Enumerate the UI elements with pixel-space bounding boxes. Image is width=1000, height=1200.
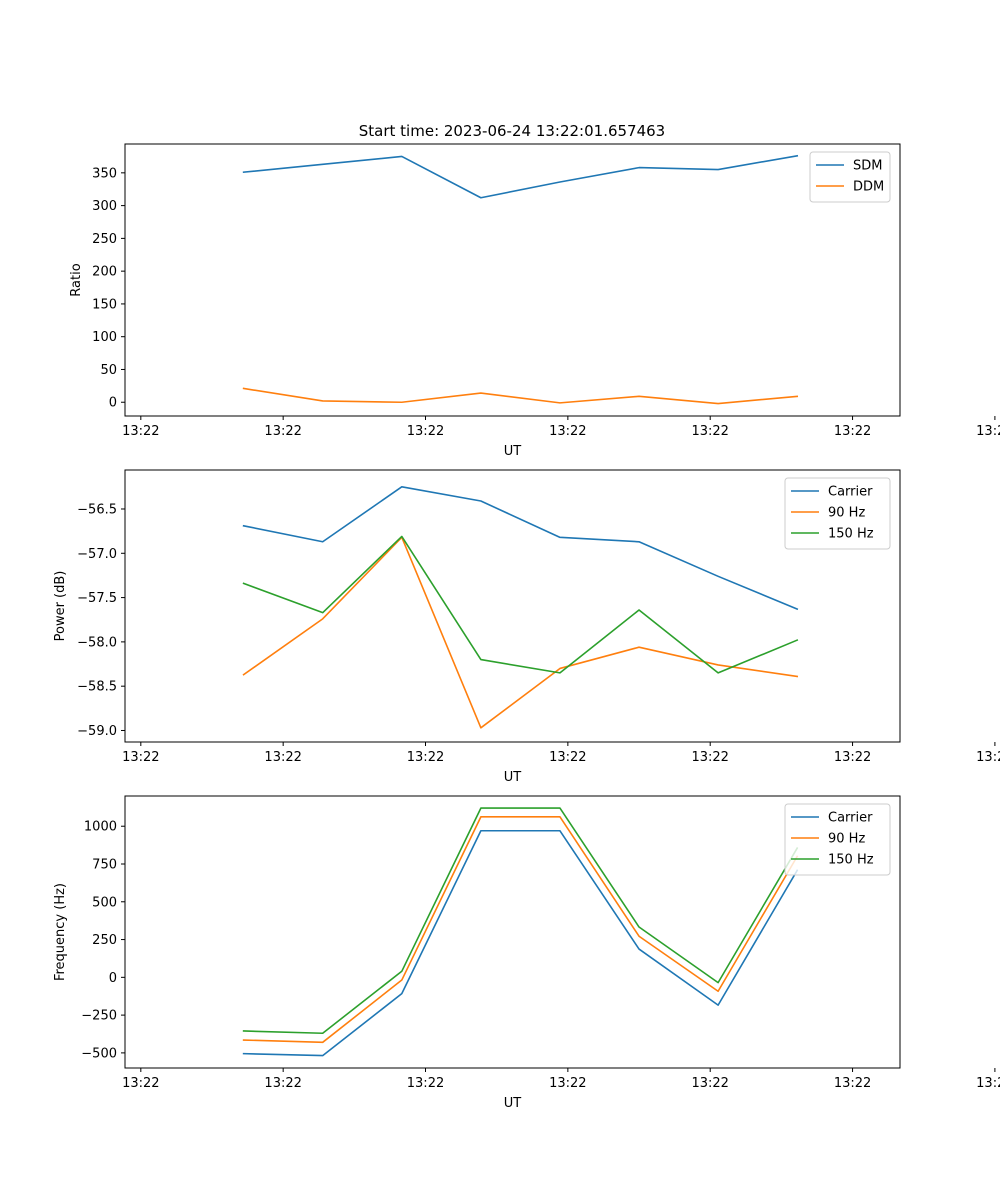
y-tick-label: 50 — [100, 363, 117, 378]
y-tick-label: 0 — [109, 971, 117, 986]
x-tick-label: 13:23 — [976, 424, 1000, 439]
axes-frame — [124, 469, 901, 743]
legend-entry-label: Carrier — [828, 811, 873, 826]
x-tick-label: 13:22 — [549, 1076, 586, 1091]
legend-entry-label: 90 Hz — [828, 506, 865, 521]
y-tick-label: 250 — [92, 933, 117, 948]
x-tick-label: 13:22 — [691, 1076, 728, 1091]
x-axis-label: UT — [504, 770, 522, 785]
legend-box — [784, 803, 891, 876]
x-tick-label: 13:22 — [122, 1076, 159, 1091]
x-tick-label: 13:22 — [691, 424, 728, 439]
y-tick-label: −59.0 — [77, 724, 117, 739]
x-tick-label: 13:22 — [834, 424, 871, 439]
series-line-ddm — [242, 387, 799, 405]
y-tick-label: 250 — [92, 232, 117, 247]
x-tick-label: 13:22 — [834, 750, 871, 765]
y-axis-label: Power (dB) — [53, 571, 68, 642]
legend-entry-label: 90 Hz — [828, 832, 865, 847]
y-tick-label: −250 — [81, 1009, 117, 1024]
legend-entry-label: 150 Hz — [828, 527, 874, 542]
x-tick-label: 13:22 — [264, 424, 301, 439]
x-tick-label: 13:22 — [264, 1076, 301, 1091]
series-line-carrier — [242, 829, 799, 1057]
legend: Carrier 90 Hz 150 Hz — [784, 803, 891, 876]
ratio-axes: 13:22 13:22 13:22 13:22 13:22 13:22 13:23 0 50 10… — [69, 143, 1000, 459]
x-tick-label: 13:22 — [407, 1076, 444, 1091]
series-line-150-hz — [242, 535, 799, 674]
legend-entry-label: SDM — [853, 159, 882, 174]
x-axis-label: UT — [504, 1096, 522, 1111]
y-tick-label: 100 — [92, 330, 117, 345]
axes-frame — [124, 795, 901, 1069]
x-tick-label: 13:22 — [407, 424, 444, 439]
x-tick-label: 13:23 — [976, 1076, 1000, 1091]
legend: SDM DDM — [809, 151, 891, 203]
legend-entry-label: 150 Hz — [828, 853, 874, 868]
x-tick-label: 13:22 — [549, 750, 586, 765]
series-line-carrier — [242, 486, 799, 611]
x-tick-label: 13:23 — [976, 750, 1000, 765]
y-tick-label: 500 — [92, 895, 117, 910]
x-tick-label: 13:22 — [122, 750, 159, 765]
y-tick-label: −58.5 — [77, 680, 117, 695]
legend: Carrier 90 Hz 150 Hz — [784, 477, 891, 550]
y-tick-label: −57.5 — [77, 591, 117, 606]
y-tick-label: 0 — [109, 396, 117, 411]
y-tick-label: −58.0 — [77, 635, 117, 650]
y-axis-label: Ratio — [69, 263, 84, 296]
y-tick-label: 750 — [92, 858, 117, 873]
x-tick-label: 13:22 — [264, 750, 301, 765]
x-tick-label: 13:22 — [407, 750, 444, 765]
x-tick-label: 13:22 — [549, 424, 586, 439]
axes-frame — [124, 143, 901, 417]
y-tick-label: 150 — [92, 297, 117, 312]
power-axes: 13:22 13:22 13:22 13:22 13:22 13:22 13:23 −59.0… — [53, 469, 1000, 785]
x-tick-label: 13:22 — [122, 424, 159, 439]
legend-entry-label: DDM — [853, 180, 884, 195]
y-tick-label: 1000 — [84, 820, 117, 835]
legend-box — [784, 477, 891, 550]
series-line-90-hz — [242, 816, 799, 1044]
y-tick-label: 300 — [92, 199, 117, 214]
figure-title: Start time: 2023-06-24 13:22:01.657463 — [359, 122, 665, 140]
y-tick-label: −500 — [81, 1046, 117, 1061]
y-tick-label: −57.0 — [77, 547, 117, 562]
y-axis-label: Frequency (Hz) — [53, 883, 68, 981]
x-tick-label: 13:22 — [834, 1076, 871, 1091]
series-line-sdm — [242, 154, 799, 199]
x-axis-label: UT — [504, 444, 522, 459]
y-tick-label: 200 — [92, 265, 117, 280]
y-tick-label: 350 — [92, 166, 117, 181]
legend-entry-label: Carrier — [828, 485, 873, 500]
y-tick-label: −56.5 — [77, 502, 117, 517]
series-line-150-hz — [242, 807, 799, 1035]
x-tick-label: 13:22 — [691, 750, 728, 765]
frequency-axes: 13:22 13:22 13:22 13:22 13:22 13:22 13:23 −500 −… — [53, 795, 1000, 1111]
